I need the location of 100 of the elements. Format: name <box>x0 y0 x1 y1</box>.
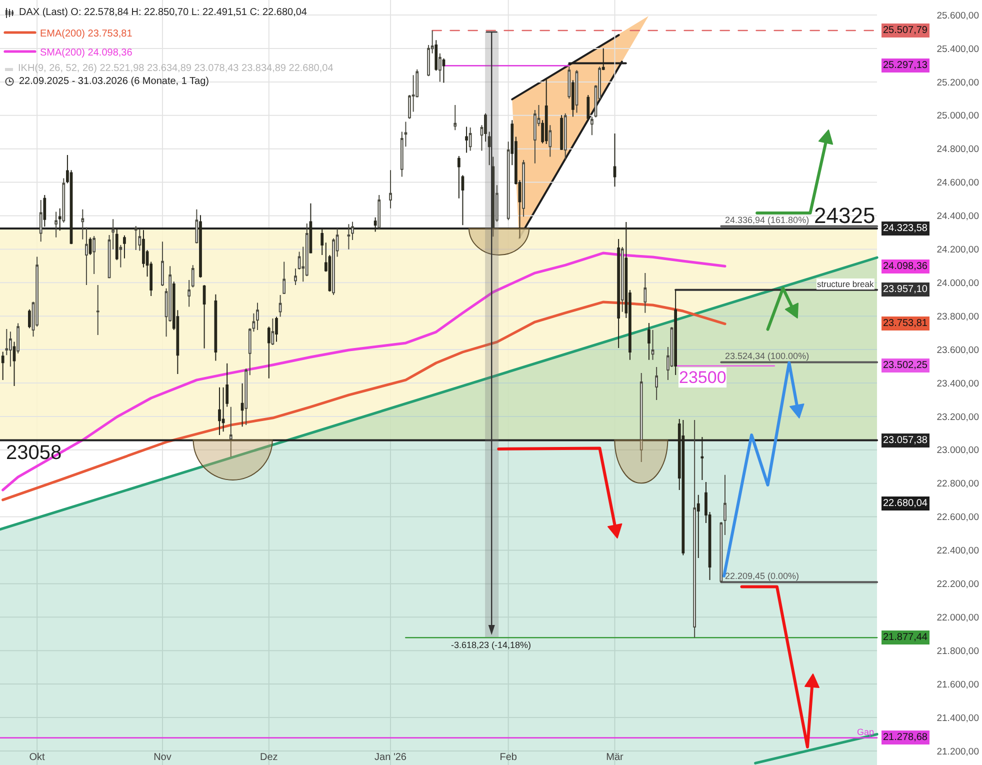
x-tick-label: Jan '26 <box>374 752 407 763</box>
candlestick <box>544 78 548 144</box>
candlestick <box>195 208 198 244</box>
series-label: 24.336,94 (161.80%) <box>725 215 810 225</box>
y-tick-label: 24.200,00 <box>936 244 979 256</box>
annotation: 24325 <box>814 203 876 228</box>
y-tick-label: 22.600,00 <box>936 512 979 524</box>
candlestick <box>161 241 164 286</box>
y-tick-label: 21.600,00 <box>936 679 979 690</box>
y-tick-label: 25.000,00 <box>936 110 979 122</box>
y-tick-label: 21.200,00 <box>936 746 979 758</box>
candlestick <box>461 174 464 226</box>
candlestick <box>240 382 244 428</box>
x-tick-label: Dez <box>260 752 278 763</box>
y-tick-label: 23.400,00 <box>936 378 979 390</box>
candlestick <box>648 322 650 360</box>
candlestick <box>568 66 571 100</box>
text: 22.09.2025 - 31.03.2026 (6 Monate, 1 Tag) <box>19 76 209 88</box>
candlestick <box>620 246 624 312</box>
candlestick <box>696 494 700 558</box>
series-label: structure break <box>817 279 874 289</box>
candlestick <box>16 322 20 354</box>
candlestick <box>442 58 446 84</box>
candlestick <box>602 48 605 71</box>
y-tick-label: 24.800,00 <box>936 144 979 156</box>
y-tick-label: 23.000,00 <box>936 445 979 456</box>
y-tick-label: 23.600,00 <box>936 344 979 356</box>
line-series <box>2 300 726 502</box>
annotation: 23058 <box>6 442 62 464</box>
annotation: 23.753,81 <box>883 318 928 329</box>
candlestick <box>613 132 616 188</box>
candlestick <box>278 294 282 318</box>
candlestick <box>351 221 354 240</box>
candlestick <box>294 268 297 286</box>
y-tick-label: 22.000,00 <box>936 612 979 624</box>
candlestick <box>267 326 270 379</box>
candlestick <box>458 156 460 199</box>
candlestick <box>244 368 248 426</box>
annotation: 23.502,25 <box>883 360 928 371</box>
x-tick-label: Okt <box>29 752 46 763</box>
candlestick <box>674 289 677 376</box>
annotation: 23.057,38 <box>883 435 928 446</box>
candlestick <box>54 211 58 238</box>
candlestick <box>465 126 468 154</box>
candlestick <box>1 351 4 380</box>
annotation: 21.877,44 <box>883 632 928 643</box>
candlestick <box>28 308 31 329</box>
series-label: Gap <box>857 727 874 737</box>
x-tick-label: Feb <box>500 752 518 763</box>
annotation: 22.680,04 <box>883 498 928 509</box>
series-label: 22.209,45 (0.00%) <box>725 571 800 581</box>
candlestick <box>575 70 578 114</box>
series-label: 23.524,34 (100.00%) <box>725 351 810 361</box>
candlestick <box>275 316 278 342</box>
y-tick-label: 22.200,00 <box>936 579 979 590</box>
candlestick <box>506 141 510 221</box>
candlestick <box>693 419 696 638</box>
candlestick <box>522 160 525 218</box>
candlestick <box>134 225 138 251</box>
candlestick <box>724 474 726 536</box>
candlestick <box>347 224 350 250</box>
x-tick-label: Nov <box>154 752 172 763</box>
legend-label: SMA(200) 24.098,36 <box>40 47 133 58</box>
candlestick <box>564 112 567 160</box>
y-tick-label: 24.400,00 <box>936 211 979 222</box>
candlestick <box>138 228 142 252</box>
candlestick <box>229 406 232 458</box>
annotation: 24.323,58 <box>883 223 928 234</box>
candlestick <box>468 126 472 152</box>
candlestick <box>123 234 126 259</box>
candlestick <box>480 124 484 152</box>
y-tick-label: 24.600,00 <box>936 178 979 189</box>
candlestick <box>282 261 286 295</box>
candlestick <box>12 341 16 387</box>
candlestick <box>9 331 12 368</box>
annotation: 25.297,13 <box>883 60 928 71</box>
x-tick-label: Mär <box>606 752 624 763</box>
candlestick <box>112 218 114 250</box>
candlestick <box>389 170 392 209</box>
y-tick-label: 25.600,00 <box>936 10 979 22</box>
candlestick <box>548 124 552 158</box>
y-tick-label: 22.800,00 <box>936 478 979 490</box>
candlestick <box>590 116 594 136</box>
candlestick <box>39 200 42 242</box>
annotation: 23500 <box>679 368 726 387</box>
candlestick <box>81 208 84 240</box>
candlestick <box>644 272 647 314</box>
candlestick <box>617 238 620 349</box>
line-series <box>2 252 726 492</box>
candlestick <box>191 264 194 288</box>
candlestick <box>454 104 457 131</box>
candlestick <box>651 329 654 360</box>
candlestick <box>560 114 563 151</box>
annotation: 21.278,68 <box>883 732 928 743</box>
candlestick <box>92 235 96 274</box>
candlestick <box>271 318 274 346</box>
y-tick-label: 24.000,00 <box>936 278 979 289</box>
annotation: -3.618,23 (-14,18%) <box>451 640 532 650</box>
candlestick <box>218 386 221 436</box>
y-tick-label: 23.800,00 <box>936 311 979 322</box>
